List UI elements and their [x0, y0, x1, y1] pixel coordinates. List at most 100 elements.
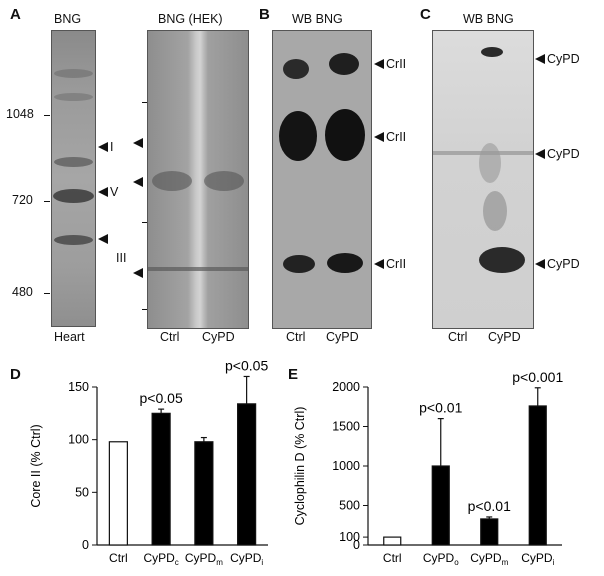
mw-tick-720: 720 [12, 193, 33, 207]
x-tick-label: CyPDi [521, 551, 554, 567]
bar [431, 465, 450, 546]
x-tick-label: CyPDm [185, 551, 223, 567]
hek-lane-ctrl: Ctrl [160, 330, 180, 344]
category-subscript: i [261, 558, 263, 567]
category-name: CyPD [521, 551, 553, 565]
y-axis-label: Cyclophilin D (% Ctrl) [293, 407, 307, 526]
arrowhead-icon [535, 149, 545, 159]
panel-b-lane-cypd: CyPD [326, 330, 359, 344]
p-value-label: p<0.01 [468, 498, 511, 514]
y-tick-label: 1500 [332, 420, 360, 434]
complex-label: III [116, 251, 127, 265]
panel-label-e: E [288, 366, 299, 383]
arrowhead-icon [374, 132, 384, 142]
mw-tick-mark [44, 293, 50, 294]
hek-blot [147, 30, 249, 329]
x-tick-label: Ctrl [109, 551, 128, 565]
panel-label-a: A [10, 6, 21, 23]
cypd-marker-bottom: CyPD [535, 257, 580, 271]
wb-crii-blot [272, 30, 372, 329]
wb-cypd-blot [432, 30, 534, 329]
category-name: CyPD [423, 551, 455, 565]
panel-c-lane-ctrl: Ctrl [448, 330, 468, 344]
panel-label-c: C [420, 6, 431, 23]
y-tick-label: 100 [68, 433, 89, 447]
category-name: CyPD [143, 551, 175, 565]
category-subscript: i [553, 558, 555, 567]
bar [383, 536, 402, 546]
arrowhead-icon [133, 265, 145, 283]
crii-marker-top: CrII [374, 57, 406, 71]
y-tick-label: 50 [75, 485, 89, 499]
hek-blot-title: BNG (HEK) [158, 12, 223, 26]
category-subscript: m [216, 558, 223, 567]
bar [480, 518, 499, 546]
band-label: CyPD [547, 52, 580, 66]
category-name: CyPD [185, 551, 217, 565]
mw-tick-mark [44, 115, 50, 116]
band-label: CrII [386, 57, 407, 71]
y-tick-label: 500 [339, 499, 360, 513]
arrowhead-icon [98, 234, 108, 244]
heart-blot [51, 30, 96, 327]
category-name: Ctrl [109, 551, 128, 565]
blot-tick-mark [142, 222, 147, 223]
bar [151, 412, 171, 546]
cypd-marker-top: CyPD [535, 52, 580, 66]
p-value-label: p<0.05 [140, 390, 183, 406]
bar [237, 403, 257, 546]
category-subscript: c [175, 558, 179, 567]
y-tick-label: 150 [68, 380, 89, 394]
complex-label: V [110, 185, 119, 199]
bar [194, 441, 214, 546]
bar [528, 405, 547, 546]
complex-i-marker: I [98, 140, 113, 154]
x-tick-label: CyPDo [423, 551, 459, 567]
blot-tick-mark [142, 102, 147, 103]
complex-iii-marker [98, 234, 110, 244]
hek-lane-cypd: CyPD [202, 330, 235, 344]
panel-label-b: B [259, 6, 270, 23]
arrowhead-icon [98, 142, 108, 152]
panel-b-title: WB BNG [292, 12, 343, 26]
panel-c-title: WB BNG [463, 12, 514, 26]
panel-label-d: D [10, 366, 21, 383]
y-tick-label: 1000 [332, 459, 360, 473]
arrowhead-icon [133, 174, 145, 192]
y-tick-label: 0 [353, 538, 360, 552]
category-subscript: o [454, 558, 459, 567]
arrowhead-icon [98, 187, 108, 197]
p-value-label: p<0.001 [512, 369, 563, 385]
heart-blot-title: BNG [54, 12, 82, 26]
category-name: CyPD [470, 551, 502, 565]
panel-c-lane-cypd: CyPD [488, 330, 521, 344]
x-tick-label: Ctrl [383, 551, 402, 565]
arrowhead-icon [535, 54, 545, 64]
blot-tick-mark [142, 309, 147, 310]
category-name: CyPD [230, 551, 262, 565]
crii-marker-bottom: CrII [374, 257, 406, 271]
mw-tick-mark [44, 201, 50, 202]
heart-lane-label: Heart [54, 330, 85, 344]
panel-b-lane-ctrl: Ctrl [286, 330, 306, 344]
arrowhead-icon [535, 259, 545, 269]
complex-v-marker: V [98, 185, 118, 199]
x-tick-label: CyPDc [143, 551, 178, 567]
crii-marker-middle: CrII [374, 130, 406, 144]
arrowhead-icon [133, 135, 145, 153]
y-tick-label: 2000 [332, 380, 360, 394]
band-label: CrII [386, 257, 407, 271]
arrowhead-icon [374, 59, 384, 69]
y-tick-label: 0 [82, 538, 89, 552]
arrowhead-icon [374, 259, 384, 269]
p-value-label: p<0.05 [225, 357, 268, 373]
x-tick-label: CyPDm [470, 551, 508, 567]
complex-label: I [110, 140, 114, 154]
p-value-label: p<0.01 [419, 400, 462, 416]
x-tick-label: CyPDi [230, 551, 263, 567]
mw-tick-480: 480 [12, 285, 33, 299]
band-label: CrII [386, 130, 407, 144]
category-name: Ctrl [383, 551, 402, 565]
category-subscript: m [502, 558, 509, 567]
